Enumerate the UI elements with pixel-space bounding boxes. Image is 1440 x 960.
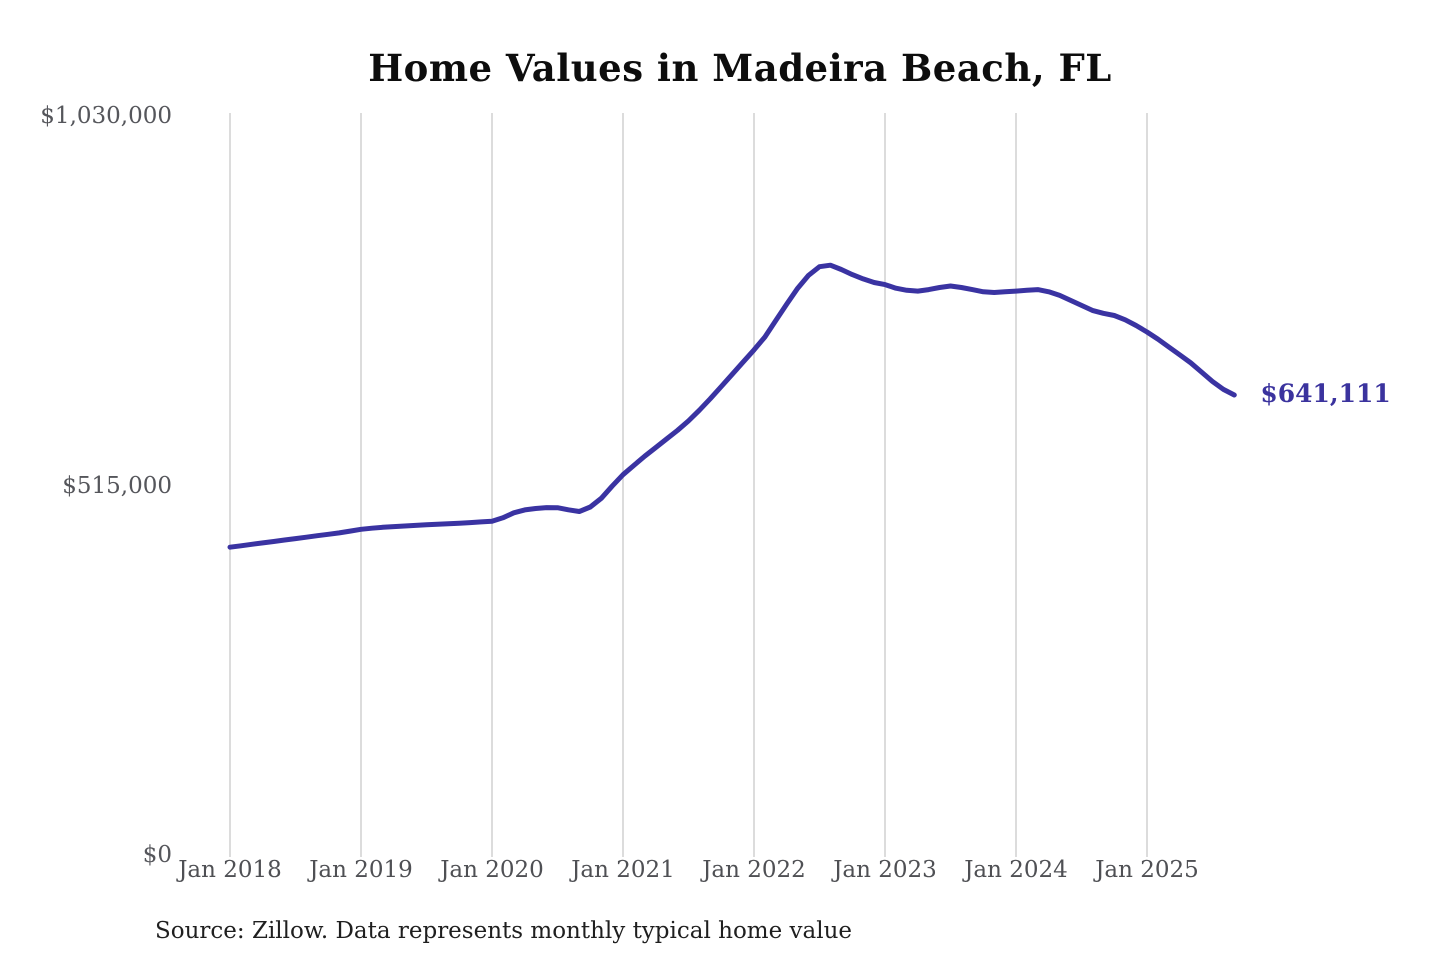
x-tick-label: Jan 2024: [964, 857, 1068, 883]
x-tick-label: Jan 2025: [1095, 857, 1199, 883]
x-tick-label: Jan 2021: [571, 857, 675, 883]
x-tick-label: Jan 2019: [309, 857, 413, 883]
source-note: Source: Zillow. Data represents monthly …: [155, 918, 853, 944]
y-tick-label: $515,000: [62, 472, 172, 499]
vertical-gridlines: [229, 113, 1148, 857]
x-tick-label: Jan 2018: [178, 857, 282, 883]
y-tick-label: $0: [142, 842, 172, 868]
y-tick-label: $1,030,000: [40, 103, 172, 129]
page-title: Home Values in Madeira Beach, FL: [368, 46, 1112, 90]
x-tick-label: Jan 2020: [440, 857, 544, 883]
home-value-line-series: [227, 262, 1237, 550]
x-tick-label: Jan 2022: [702, 857, 806, 883]
latest-value-annotation: $641,111: [1260, 379, 1391, 409]
x-tick-label: Jan 2023: [833, 857, 937, 883]
